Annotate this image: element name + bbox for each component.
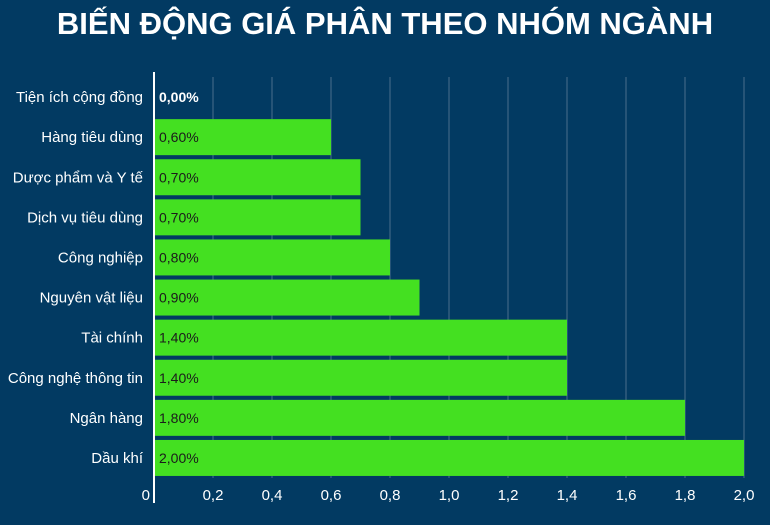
x-tick-label: 0,4: [262, 487, 283, 504]
x-tick-label: 2,0: [734, 487, 755, 504]
category-label: Hàng tiêu dùng: [41, 129, 143, 146]
category-label: Công nghệ thông tin: [8, 370, 143, 387]
bar: [155, 359, 567, 396]
x-tick-label: 0,2: [203, 487, 224, 504]
category-label: Dầu khí: [91, 450, 144, 467]
x-axis-ticks: 0 0,2 0,4 0,6 0,8 1,0 1,2 1,4 1,6 1,8 2,0: [142, 487, 755, 504]
data-label: 0,70%: [159, 169, 199, 185]
data-label: 0,60%: [159, 129, 199, 145]
x-tick-label: 0,6: [321, 487, 342, 504]
bar: [155, 319, 567, 356]
x-tick-label: 1,0: [439, 487, 460, 504]
bar: [155, 399, 685, 436]
category-label: Nguyên vật liệu: [40, 290, 143, 307]
bar: [155, 279, 420, 316]
category-label: Dịch vụ tiêu dùng: [27, 209, 143, 226]
bar: [155, 199, 361, 236]
value-labels: 0,00% 0,60% 0,70% 0,70% 0,80% 0,90% 1,40% 1,40%…: [159, 89, 199, 466]
data-label: 0,80%: [159, 249, 199, 265]
category-label: Tài chính: [81, 330, 143, 347]
data-label: 0,00%: [159, 89, 199, 105]
data-label: 2,00%: [159, 450, 199, 466]
bar: [155, 159, 361, 196]
bar: [155, 439, 744, 476]
data-label: 1,80%: [159, 410, 199, 426]
category-label: Tiện ích cộng đồng: [16, 89, 143, 106]
category-label: Ngân hàng: [70, 410, 143, 427]
x-tick-label: 1,8: [675, 487, 696, 504]
category-label: Dược phẩm và Y tế: [13, 169, 144, 186]
x-tick-label: 1,2: [498, 487, 519, 504]
x-tick-label: 0,8: [380, 487, 401, 504]
data-label: 0,90%: [159, 290, 199, 306]
data-label: 1,40%: [159, 370, 199, 386]
x-tick-label: 1,4: [557, 487, 578, 504]
data-label: 1,40%: [159, 330, 199, 346]
category-label: Công nghiệp: [58, 249, 143, 266]
bar: [155, 119, 331, 156]
x-tick-label: 0: [142, 487, 150, 504]
bars: [155, 119, 744, 476]
x-tick-label: 1,6: [616, 487, 637, 504]
bar: [155, 239, 390, 276]
category-labels: Tiện ích cộng đồng Hàng tiêu dùng Dược phẩ…: [8, 89, 144, 467]
data-label: 0,70%: [159, 209, 199, 225]
chart-title: BIẾN ĐỘNG GIÁ PHÂN THEO NHÓM NGÀNH: [56, 6, 714, 41]
